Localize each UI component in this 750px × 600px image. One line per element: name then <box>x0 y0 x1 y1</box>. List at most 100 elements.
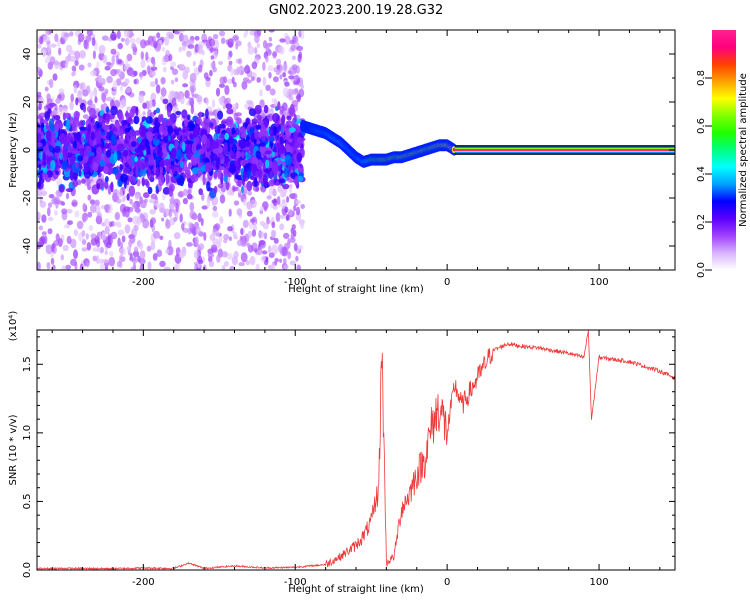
spectrogram-speckle <box>192 213 198 221</box>
spectrogram-speckle <box>156 32 161 39</box>
spectrogram-speckle <box>289 39 295 45</box>
spectrogram-band <box>155 167 160 178</box>
spectrogram-speckle <box>58 47 62 56</box>
spectrogram-speckle <box>168 208 173 218</box>
spectrogram-band <box>251 118 259 125</box>
spectrogram-band <box>160 140 165 145</box>
spectrogram-band <box>287 165 294 171</box>
spectrogram-speckle <box>131 202 137 210</box>
spectrogram-speckle <box>47 43 51 54</box>
spectrogram-speckle <box>101 35 109 41</box>
spectrogram-speckle <box>85 233 90 240</box>
spectrogram-speckle <box>113 221 118 227</box>
spectrogram-band <box>166 118 175 126</box>
spectrogram-speckle <box>221 251 228 258</box>
spectrogram-speckle <box>276 58 282 66</box>
spectrogram-speckle <box>284 81 290 87</box>
spectrogram-band <box>66 152 73 158</box>
spectrogram-band <box>129 171 134 176</box>
spectrogram-speckle <box>55 97 61 104</box>
spectrogram-speckle <box>245 64 250 71</box>
spectrogram-speckle <box>262 61 266 71</box>
spectrogram-band <box>246 180 253 192</box>
spectrogram-band <box>211 141 219 149</box>
spectrogram-band <box>175 111 182 115</box>
spectrogram-speckle <box>212 205 218 212</box>
spectrogram-band <box>286 120 293 127</box>
spectrogram-band <box>153 110 157 115</box>
spectrogram-speckle <box>151 71 157 77</box>
spectrogram-band <box>128 129 136 138</box>
spectrogram-speckle <box>223 234 230 241</box>
spectrogram-band <box>113 151 118 163</box>
spectrogram-band <box>157 134 162 140</box>
spectrogram-band <box>181 141 186 152</box>
spectrogram-speckle <box>94 199 100 207</box>
spectrogram-speckle <box>90 204 97 214</box>
spectrogram-band <box>77 155 84 162</box>
spectrogram-speckle <box>69 101 74 111</box>
spectrogram-speckle <box>125 87 131 94</box>
spectrogram-band <box>75 97 79 106</box>
spectrogram-speckle <box>56 39 61 47</box>
spectrogram-speckle <box>103 218 110 228</box>
spectrogram-speckle <box>208 38 216 47</box>
spectrogram-band <box>174 140 178 151</box>
spectrogram-speckle <box>247 45 255 55</box>
spectrogram-band <box>88 107 96 118</box>
spectrogram-speckle <box>178 250 186 259</box>
spectrogram-speckle <box>287 251 292 260</box>
spectrogram-band <box>240 126 247 137</box>
spectrogram-band <box>293 113 297 124</box>
spectrogram-speckle <box>85 85 91 95</box>
spectrogram-band <box>73 133 81 142</box>
spectrogram-band <box>99 159 106 167</box>
spectrogram-band <box>198 188 203 196</box>
spectrogram-speckle <box>78 64 85 71</box>
spectrogram-band <box>105 106 110 113</box>
spectrogram-speckle <box>163 66 167 73</box>
spectrogram-band <box>283 167 289 172</box>
spectrogram-speckle <box>142 111 146 116</box>
spectrogram-speckle <box>90 70 97 77</box>
spectrogram-speckle <box>114 211 121 221</box>
spectrogram-ytick-label: 0 <box>22 147 33 153</box>
spectrogram-speckle <box>79 50 86 59</box>
spectrogram-band <box>147 168 152 180</box>
spectrogram-speckle <box>117 229 125 236</box>
spectrogram-speckle <box>70 258 77 266</box>
spectrogram-speckle <box>230 266 234 270</box>
spectrogram-band <box>205 162 210 172</box>
spectrogram-speckle <box>238 262 245 267</box>
spectrogram-speckle <box>110 31 117 41</box>
spectrogram-band <box>205 108 209 120</box>
spectrogram-band <box>75 141 81 150</box>
spectrogram-speckle <box>232 35 239 41</box>
spectrogram-speckle <box>201 205 208 210</box>
spectrogram-speckle <box>148 99 153 109</box>
spectrogram-xtick-label: -200 <box>132 277 155 288</box>
spectrogram-speckle <box>57 106 64 117</box>
spectrogram-speckle <box>115 78 122 86</box>
spectrogram-speckle <box>119 247 127 256</box>
spectrogram-speckle <box>165 218 170 226</box>
spectrogram-speckle <box>296 264 301 270</box>
spectrogram-speckle <box>288 185 293 194</box>
spectrogram-speckle <box>187 44 195 49</box>
spectrogram-band <box>162 187 171 195</box>
spectrogram-speckle <box>209 47 217 52</box>
spectrogram-speckle <box>127 217 133 223</box>
spectrogram-band <box>261 135 266 142</box>
spectrogram-band <box>92 161 99 172</box>
spectrogram-speckle <box>77 32 85 43</box>
spectrogram-speckle <box>210 244 218 253</box>
spectrogram-band <box>176 148 182 161</box>
spectrogram-band <box>224 155 230 164</box>
spectrogram-speckle <box>268 36 272 42</box>
spectrogram-speckle <box>276 195 281 205</box>
spectrogram-band <box>277 101 281 111</box>
spectrogram-band <box>167 125 174 135</box>
spectrogram-speckle <box>181 44 186 52</box>
spectrogram-band <box>278 178 286 184</box>
